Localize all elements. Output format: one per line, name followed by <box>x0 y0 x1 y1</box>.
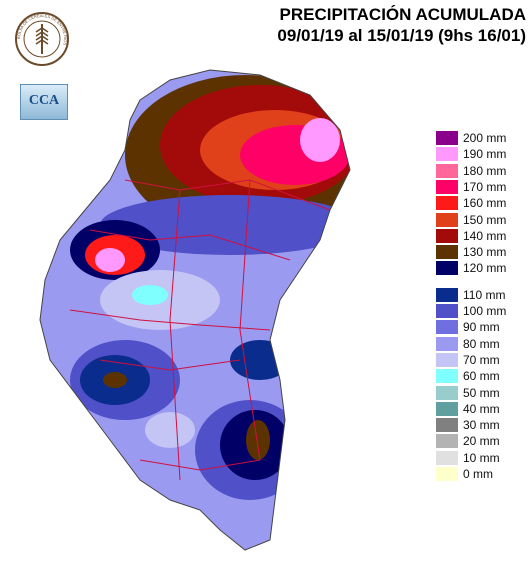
legend-label: 200 mm <box>463 131 507 145</box>
legend-label: 0 mm <box>463 467 493 481</box>
legend-swatch <box>436 450 458 465</box>
cca-badge-text: CCA <box>28 93 60 108</box>
legend: 200 mm 190 mm 180 mm 170 mm 160 mm 150 mm 140 … <box>436 130 526 500</box>
cca-badge: CCA <box>20 84 68 120</box>
title-line2: 09/01/19 al 15/01/19 (9hs 16/01) <box>277 26 526 45</box>
legend-item: 70 mm <box>436 352 526 368</box>
legend-label: 100 mm <box>463 304 507 318</box>
legend-item: 30 mm <box>436 417 526 433</box>
legend-label: 60 mm <box>463 369 500 384</box>
legend-label: 80 mm <box>463 336 500 351</box>
legend-swatch <box>436 336 458 351</box>
legend-item: 10 mm <box>436 450 526 466</box>
legend-label: 40 mm <box>463 401 500 416</box>
precipitation-map <box>39 69 351 551</box>
legend-label: 190 mm <box>463 147 507 162</box>
legend-swatch <box>436 163 458 178</box>
legend-label: 140 mm <box>463 228 507 243</box>
legend-swatch <box>436 228 458 243</box>
legend-swatch <box>436 434 458 449</box>
legend-item: 60 mm <box>436 368 526 384</box>
legend-item: 170 mm <box>436 179 526 195</box>
legend-label: 170 mm <box>463 179 507 194</box>
legend-item: 80 mm <box>436 336 526 352</box>
legend-item: 140 mm <box>436 228 526 244</box>
legend-label: 20 mm <box>463 434 500 449</box>
legend-swatch <box>436 245 458 260</box>
legend-swatch <box>436 418 458 433</box>
legend-swatch <box>436 352 458 367</box>
legend-label: 110 mm <box>463 287 506 302</box>
legend-swatch <box>436 196 458 211</box>
legend-item: 100 mm <box>436 303 526 319</box>
legend-swatch <box>436 401 458 416</box>
legend-label: 160 mm <box>463 196 507 211</box>
legend-item: 200 mm <box>436 130 526 146</box>
legend-item: 160 mm <box>436 195 526 211</box>
legend-label: 50 mm <box>463 385 500 400</box>
legend-swatch <box>436 287 458 302</box>
legend-swatch <box>436 467 458 481</box>
legend-item: 180 mm <box>436 163 526 179</box>
legend-label: 70 mm <box>463 352 500 367</box>
legend-swatch <box>436 304 458 318</box>
legend-label: 120 mm <box>463 261 507 276</box>
legend-swatch <box>436 369 458 384</box>
legend-item: 190 mm <box>436 146 526 162</box>
legend-swatch <box>436 131 458 145</box>
legend-label: 130 mm <box>463 245 507 260</box>
legend-label: 150 mm <box>463 212 507 227</box>
legend-item: 150 mm <box>436 212 526 228</box>
legend-item: 130 mm <box>436 244 526 260</box>
legend-item: 110 mm <box>436 287 526 303</box>
legend-label: 180 mm <box>463 163 507 178</box>
legend-item: 50 mm <box>436 385 526 401</box>
legend-item: 90 mm <box>436 319 526 335</box>
legend-swatch <box>436 320 458 335</box>
wheat-seal-icon: BOLSA DE CEREALES DE ENTRE RIOS <box>15 12 69 66</box>
legend-label: 30 mm <box>463 418 500 433</box>
legend-swatch <box>436 385 458 400</box>
legend-item: 0 mm <box>436 466 526 482</box>
legend-label: 90 mm <box>463 320 500 335</box>
legend-item: 40 mm <box>436 401 526 417</box>
legend-label: 10 mm <box>463 450 500 465</box>
map-title: PRECIPITACIÓN ACUMULADA 09/01/19 al 15/0… <box>230 4 526 46</box>
title-line1: PRECIPITACIÓN ACUMULADA <box>279 5 527 24</box>
legend-swatch <box>436 147 458 162</box>
legend-item: 120 mm <box>436 260 526 276</box>
legend-swatch <box>436 212 458 227</box>
legend-swatch <box>436 261 458 276</box>
legend-item: 20 mm <box>436 433 526 449</box>
legend-swatch <box>436 179 458 194</box>
